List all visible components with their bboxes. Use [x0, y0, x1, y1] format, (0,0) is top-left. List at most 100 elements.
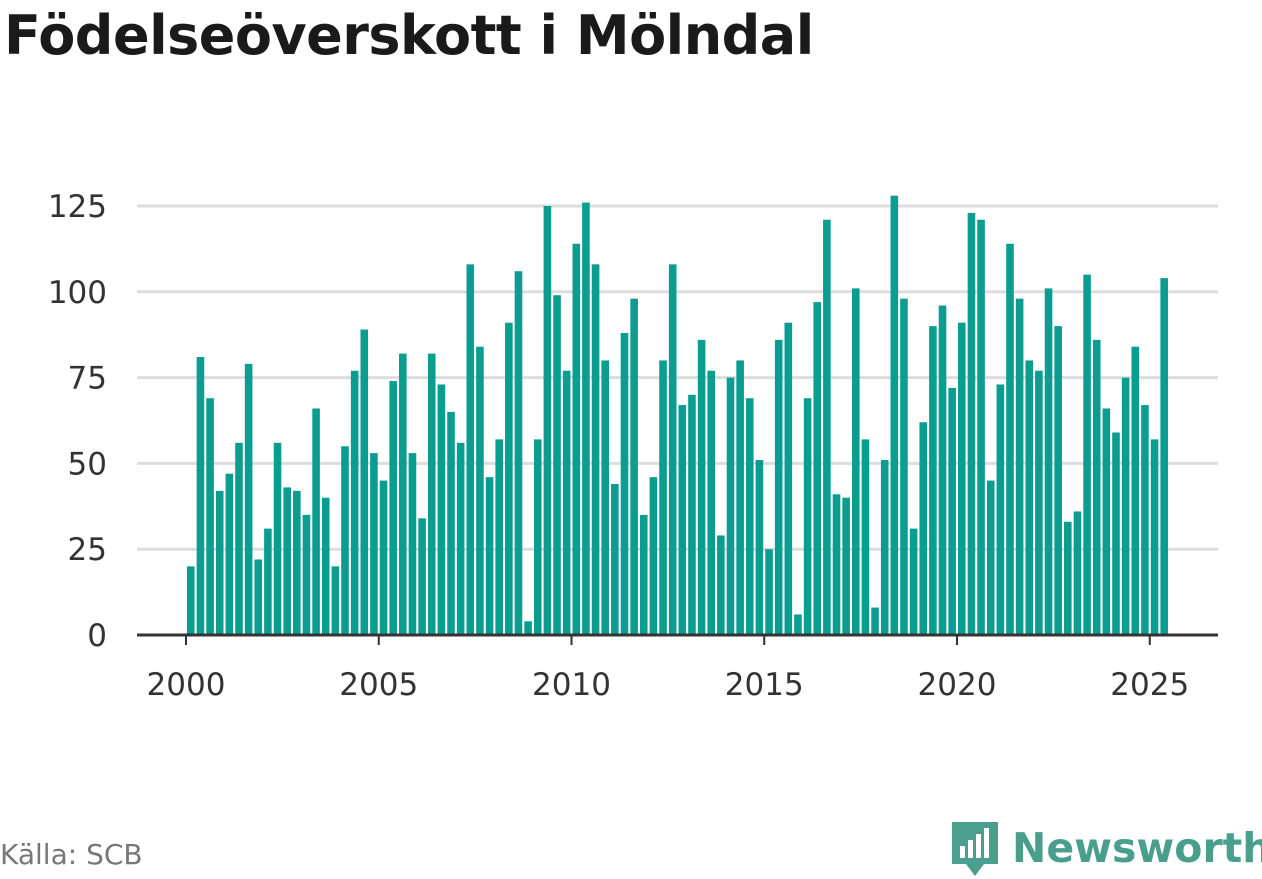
bar — [1044, 288, 1053, 635]
bar — [543, 206, 552, 635]
x-tick-label: 2010 — [532, 667, 611, 703]
bar — [341, 446, 349, 635]
bar — [639, 514, 648, 635]
bar — [948, 387, 956, 635]
bar — [919, 422, 928, 635]
bar — [755, 459, 764, 635]
y-axis-ticks: 0 25 50 75 100 125 — [48, 189, 107, 654]
bar — [1083, 274, 1091, 635]
bar — [379, 480, 388, 635]
bar — [813, 302, 822, 635]
bar — [533, 439, 542, 635]
bar — [244, 363, 253, 635]
bar — [784, 322, 793, 635]
brand-name: Newsworthy — [1012, 824, 1262, 872]
bar — [456, 442, 465, 635]
bar — [273, 442, 282, 635]
bar — [736, 360, 744, 635]
bar — [967, 212, 976, 636]
bar — [572, 243, 581, 635]
bar — [360, 329, 369, 635]
bar — [659, 360, 667, 635]
bar — [1150, 439, 1159, 635]
x-tick-label: 2000 — [147, 667, 226, 703]
bar — [929, 326, 937, 635]
x-tick-label: 2005 — [339, 667, 418, 703]
bar — [630, 298, 638, 635]
bar — [321, 497, 330, 635]
bar — [726, 377, 735, 635]
bar — [505, 322, 513, 635]
bar — [312, 408, 320, 635]
bar — [620, 332, 629, 635]
bar — [668, 264, 677, 635]
bar — [688, 394, 696, 635]
bar — [938, 305, 947, 635]
bar — [196, 357, 205, 635]
bar — [206, 398, 214, 635]
bar — [1015, 298, 1024, 635]
y-tick-label: 75 — [68, 361, 107, 397]
bar — [1131, 346, 1140, 635]
bar — [1092, 339, 1101, 635]
bar — [832, 494, 841, 635]
bar — [611, 483, 619, 635]
bar — [890, 195, 899, 635]
bar — [350, 370, 359, 635]
bar — [264, 528, 272, 635]
bar — [215, 490, 224, 635]
bar-chart-speech-bubble-icon — [952, 822, 998, 876]
bar — [225, 473, 234, 635]
bar — [986, 480, 995, 635]
bar — [842, 497, 850, 635]
bar — [717, 535, 725, 635]
bar — [1102, 408, 1111, 635]
y-tick-label: 25 — [68, 532, 107, 568]
bar — [678, 405, 687, 635]
bar — [591, 264, 600, 635]
bar — [389, 381, 397, 635]
bar — [302, 514, 311, 635]
bar — [1112, 432, 1120, 635]
source-note: Källa: SCB — [0, 838, 143, 871]
bar — [1141, 405, 1149, 635]
bar — [977, 219, 985, 636]
y-tick-label: 100 — [48, 275, 107, 311]
bar — [582, 202, 590, 635]
bar — [900, 298, 908, 635]
bar — [399, 353, 407, 635]
bar — [466, 264, 475, 635]
bar — [880, 459, 889, 635]
bar — [601, 360, 610, 635]
bar — [562, 370, 571, 635]
y-tick-label: 125 — [48, 189, 107, 225]
bar — [235, 442, 243, 635]
bar — [958, 322, 966, 635]
brand-logo: Newsworthy — [948, 818, 1262, 878]
x-axis-ticks: 2000 2005 2010 2015 2020 2025 — [147, 635, 1189, 703]
bar — [1035, 370, 1043, 635]
x-tick-label: 2015 — [725, 667, 804, 703]
bar — [803, 398, 812, 635]
bar — [187, 566, 195, 635]
bar — [254, 559, 263, 635]
bar — [823, 219, 831, 636]
bar — [447, 411, 455, 635]
bar — [427, 353, 436, 635]
bar — [495, 439, 503, 635]
bar — [476, 346, 484, 635]
bar — [1054, 326, 1062, 635]
bar — [437, 384, 446, 635]
y-tick-label: 50 — [68, 446, 107, 482]
bar — [418, 518, 426, 635]
bar — [283, 487, 291, 635]
bar — [1064, 521, 1072, 635]
bar — [871, 607, 879, 635]
bar — [1073, 511, 1082, 635]
bar — [1121, 377, 1130, 635]
bar — [1160, 278, 1168, 635]
bar — [774, 339, 783, 635]
bar — [707, 370, 716, 635]
bar — [370, 453, 378, 635]
